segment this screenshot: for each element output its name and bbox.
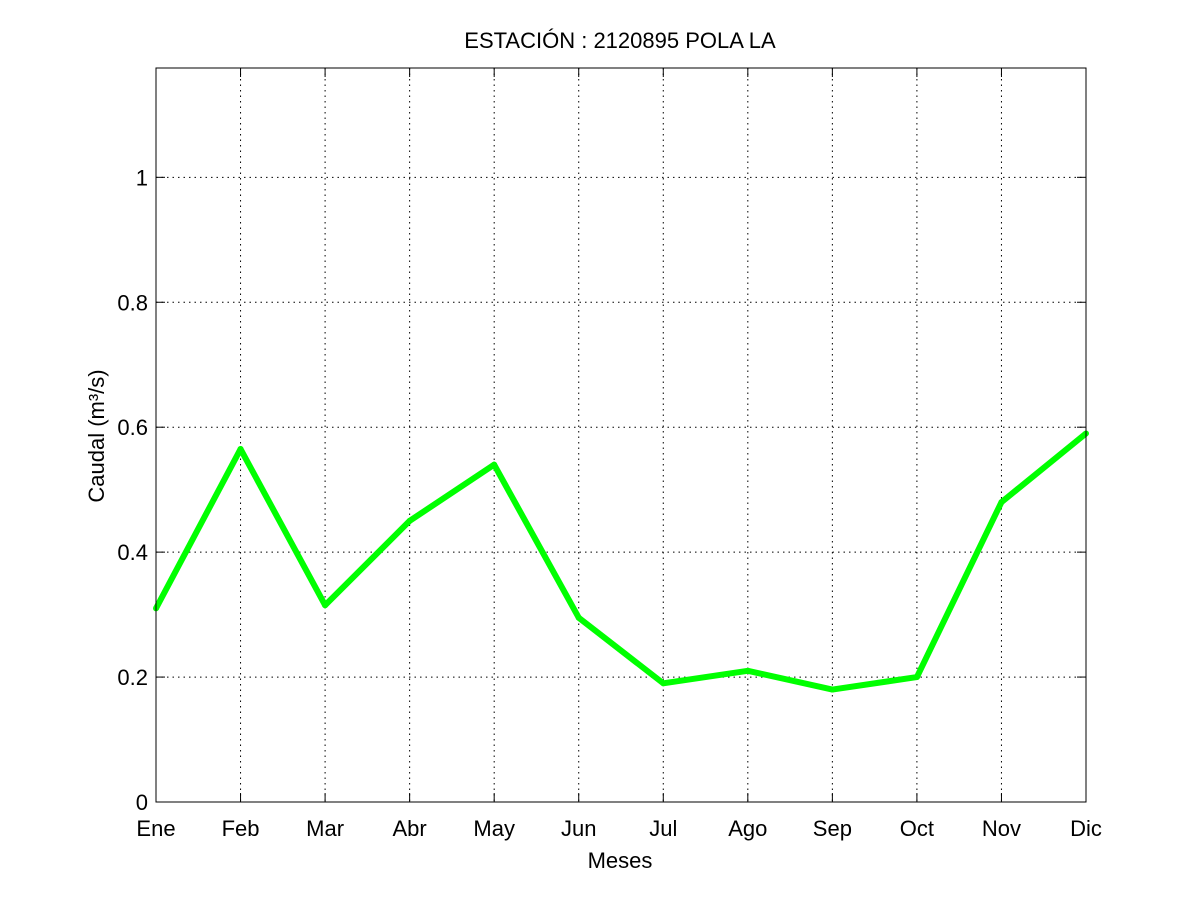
data-point: [744, 667, 751, 674]
y-tick-label: 0.2: [117, 665, 148, 690]
series-line: [153, 431, 1088, 693]
chart-title: ESTACIÓN : 2120895 POLA LA: [464, 28, 776, 53]
axis-ticks: [155, 68, 1087, 803]
grid: [156, 68, 1086, 802]
data-point: [237, 446, 244, 453]
data-point: [998, 499, 1005, 506]
y-tick-label: 0: [136, 790, 148, 815]
x-tick-label: Jun: [561, 816, 596, 841]
data-point: [406, 517, 413, 524]
y-tick-label: 0.8: [117, 290, 148, 315]
plot-frame: [155, 67, 1087, 803]
x-tick-label: Mar: [306, 816, 344, 841]
series-layer: [153, 430, 1089, 693]
x-tick-label: Feb: [222, 816, 260, 841]
data-point: [829, 686, 836, 693]
x-tick-label: Jul: [649, 816, 677, 841]
y-tick-label: 1: [136, 165, 148, 190]
data-point: [913, 674, 920, 681]
x-tick-label: Dic: [1070, 816, 1102, 841]
y-tick-label: 0.6: [117, 415, 148, 440]
x-tick-label: May: [473, 816, 515, 841]
y-axis-label: Caudal (m³/s): [84, 369, 109, 502]
data-point: [491, 461, 498, 468]
y-tick-label: 0.4: [117, 540, 148, 565]
x-tick-label: Ago: [728, 816, 767, 841]
x-tick-label: Oct: [900, 816, 934, 841]
x-axis-label: Meses: [588, 848, 653, 873]
x-tick-label: Nov: [982, 816, 1021, 841]
x-tick-label: Sep: [813, 816, 852, 841]
y-tick-labels: 0 0.2 0.4 0.6 0.8 1: [117, 165, 148, 815]
data-point: [575, 614, 582, 621]
x-tick-labels: Ene Feb Mar Abr May Jun Jul Ago Sep Oct Nov Dic: [136, 816, 1101, 841]
x-tick-label: Ene: [136, 816, 175, 841]
x-tick-label: Abr: [393, 816, 427, 841]
data-point: [660, 680, 667, 687]
data-point: [322, 602, 329, 609]
